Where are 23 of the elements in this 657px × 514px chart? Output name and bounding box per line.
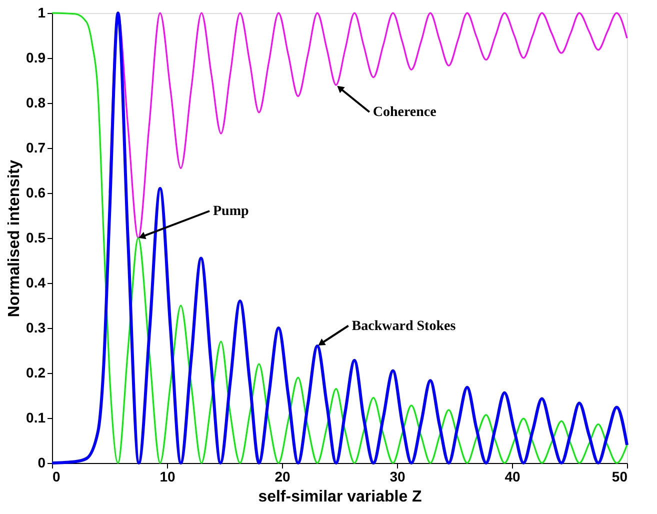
- y-tick-label: 0.2: [26, 364, 46, 380]
- y-axis-title: Normalised intensity: [6, 160, 24, 318]
- y-tick-label: 0.1: [26, 410, 46, 426]
- x-tick-label: 10: [160, 468, 176, 484]
- x-tick-label: 40: [504, 468, 520, 484]
- x-axis-title: self-similar variable Z: [258, 488, 422, 506]
- y-tick-label: 1: [38, 4, 46, 20]
- y-tick-label: 0.9: [26, 50, 46, 66]
- annotation: Coherence: [372, 105, 436, 120]
- y-tick-label: 0.7: [26, 140, 46, 156]
- y-tick-label: 0.6: [26, 184, 46, 200]
- y-tick-label: 0.4: [26, 274, 46, 290]
- x-tick-label: 30: [390, 468, 406, 484]
- y-tick-label: 0: [38, 454, 46, 470]
- annotation: Backward Stokes: [352, 318, 456, 334]
- annotation: Pump: [213, 204, 249, 219]
- x-tick-label: 20: [274, 468, 290, 484]
- x-tick-label: 50: [612, 468, 628, 484]
- x-tick-label: 0: [52, 468, 60, 484]
- y-tick-label: 0.3: [26, 320, 46, 336]
- y-tick-label: 0.8: [26, 94, 46, 110]
- line-series: [108, 12, 628, 239]
- y-tick-label: 0.5: [26, 230, 46, 246]
